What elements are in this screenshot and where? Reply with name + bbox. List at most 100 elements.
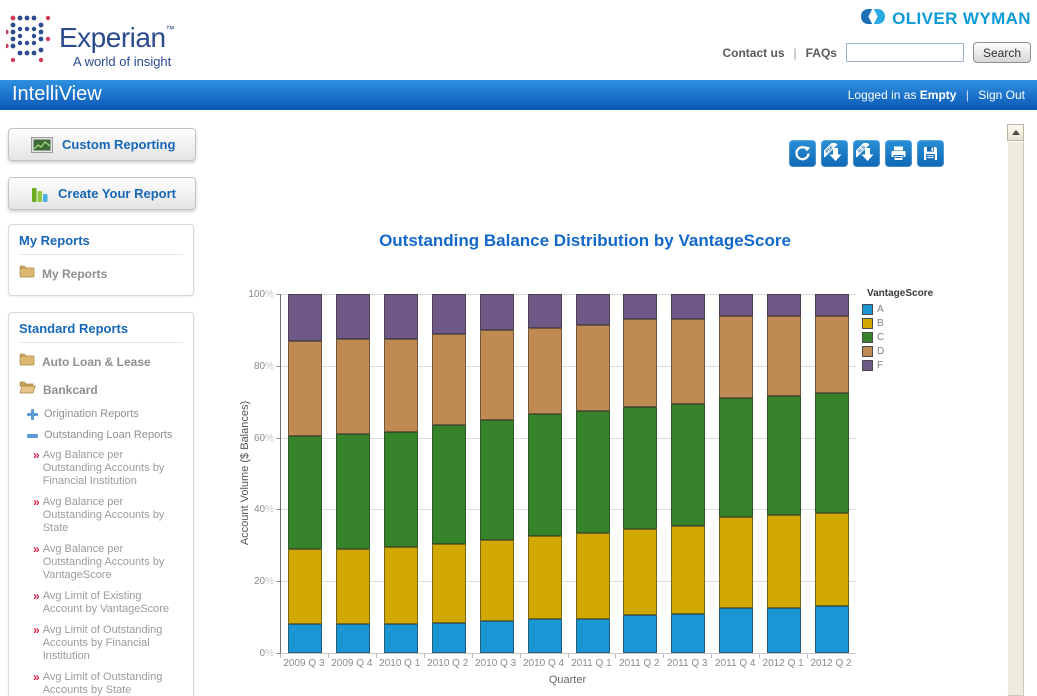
bar-segment[interactable] [671,525,706,614]
bar-segment[interactable] [575,532,610,619]
sidebar-report-link[interactable]: » Avg Balance per Outstanding Accounts by… [33,449,183,488]
bar-segment[interactable] [815,606,849,653]
bar-segment[interactable] [767,396,802,515]
bar-segment[interactable] [767,608,802,653]
bar-segment[interactable] [623,407,658,530]
bar-segment[interactable] [767,315,802,397]
bar-segment[interactable] [623,529,658,616]
bar-segment[interactable] [527,294,562,329]
x-tick-mark [519,654,521,658]
bar-segment[interactable] [623,294,658,320]
bar-segment[interactable] [719,315,754,399]
vertical-scrollbar[interactable] [1007,124,1024,696]
scrollbar-up-button[interactable] [1007,124,1024,141]
bar-segment[interactable] [527,328,562,415]
bar-segment[interactable] [479,539,514,621]
bar-segment[interactable] [527,618,562,653]
x-tick-mark [423,654,425,658]
bar-segment[interactable] [671,403,706,526]
links-separator: | [793,45,797,60]
bar-segment[interactable] [288,435,322,549]
search-button[interactable]: Search [972,42,1031,63]
sign-out-link[interactable]: Sign Out [978,88,1025,102]
bar-segment[interactable] [575,410,610,533]
bar-segment[interactable] [671,319,706,404]
bar-segment[interactable] [335,624,370,653]
legend-title: VantageScore [867,288,934,299]
search-input[interactable] [845,43,964,62]
my-reports-folder[interactable]: My Reports [19,265,183,283]
x-tick-mark [280,654,281,658]
bar-segment[interactable] [623,319,658,408]
bar-segment[interactable] [431,543,466,623]
bar-segment[interactable] [575,324,610,411]
bar-segment[interactable] [479,329,514,420]
bar-segment[interactable] [335,294,370,339]
bar-segment[interactable] [527,536,562,619]
bar-segment[interactable] [383,432,418,548]
legend-swatch [862,346,873,357]
contact-us-link[interactable]: Contact us [722,45,785,60]
experian-trademark: ™ [165,24,175,34]
bar-segment[interactable] [815,315,849,393]
bar-segment[interactable] [479,620,514,653]
legend-label: A [877,304,884,315]
refresh-button[interactable] [789,140,816,167]
bar-segment[interactable] [335,338,370,434]
create-your-report-button[interactable]: Create Your Report [8,177,196,210]
sidebar-report-link[interactable]: » Avg Limit of Outstanding Accounts by Fi… [33,624,183,663]
bar-segment[interactable] [383,294,418,339]
download-pdf-button[interactable]: PDF [821,140,848,167]
y-tick-value: 100 [248,289,266,300]
bar-segment[interactable] [719,294,754,316]
bar-segment[interactable] [623,615,658,653]
bar-segment[interactable] [431,333,466,425]
outstanding-loan-reports-toggle[interactable]: Outstanding Loan Reports [27,429,183,441]
bar-segment[interactable] [719,398,754,517]
bar-segment[interactable] [719,608,754,653]
bar-segment[interactable] [479,294,514,330]
bar-segment[interactable] [288,340,322,436]
bar-segment[interactable] [815,392,849,513]
custom-reporting-button[interactable]: Custom Reporting [8,128,196,161]
origination-reports-toggle[interactable]: Origination Reports [27,408,183,420]
scrollbar-thumb[interactable] [1007,141,1024,696]
bar-segment[interactable] [527,414,562,537]
bar-segment[interactable] [767,294,802,316]
bar-segment[interactable] [575,294,610,325]
print-button[interactable] [885,140,912,167]
sidebar-report-link[interactable]: » Avg Balance per Outstanding Accounts by… [33,496,183,535]
bar-segment[interactable] [383,624,418,653]
folder-bankcard[interactable]: Bankcard [19,381,183,399]
bar-segment[interactable] [671,613,706,653]
x-tick-mark [663,654,665,658]
bar-segment[interactable] [383,338,418,433]
y-tick-mark [276,653,280,654]
bar-segment[interactable] [288,294,322,341]
sidebar-report-link[interactable]: » Avg Balance per Outstanding Accounts by… [33,543,183,582]
bar-segment[interactable] [719,516,754,609]
folder-auto-loan-lease[interactable]: Auto Loan & Lease [19,353,183,371]
sidebar-report-link[interactable]: » Avg Limit of Outstanding Accounts by St… [33,671,183,696]
faqs-link[interactable]: FAQs [805,45,837,60]
bar-segment[interactable] [383,547,418,625]
save-button[interactable] [917,140,944,167]
bar-segment[interactable] [431,622,466,653]
bar-segment[interactable] [767,514,802,609]
sidebar-report-link[interactable]: » Avg Limit of Existing Account by Vantag… [33,590,183,616]
bar-segment[interactable] [335,548,370,625]
bar-chart-icon [31,184,49,203]
bar-segment[interactable] [288,548,322,625]
download-xls-button[interactable]: XLS [853,140,880,167]
bar-segment[interactable] [288,624,322,653]
bar-segment[interactable] [431,294,466,334]
bar-segment[interactable] [335,434,370,549]
plus-icon [27,408,38,420]
bar-segment[interactable] [671,294,706,320]
standard-reports-panel: Standard Reports Auto Loan & Lease Bankc… [8,312,194,696]
bar-segment[interactable] [479,419,514,540]
bar-segment[interactable] [575,618,610,653]
bar-segment[interactable] [815,294,849,316]
bar-segment[interactable] [431,425,466,544]
bar-segment[interactable] [815,513,849,607]
